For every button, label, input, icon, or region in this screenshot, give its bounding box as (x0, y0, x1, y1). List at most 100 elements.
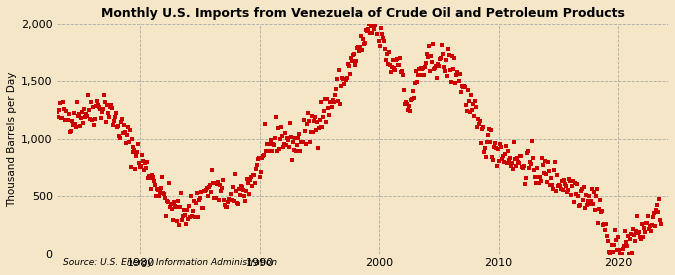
Point (559, 178, 570, 183)
Point (482, 133, 493, 137)
Point (153, 188, 164, 192)
Point (639, 226, 649, 231)
Point (103, 115, 114, 119)
Point (88, 123, 99, 128)
Point (252, 157, 263, 161)
Point (525, 160, 536, 164)
Point (570, 181, 580, 186)
Point (340, 77, 351, 81)
Point (576, 187, 587, 191)
Point (55, 116, 66, 120)
Point (516, 153, 526, 158)
Point (190, 215, 200, 219)
Point (364, 21, 375, 26)
Point (497, 154, 508, 159)
Point (53, 115, 63, 119)
Point (412, 73, 423, 77)
Point (177, 218, 188, 222)
Point (93, 105, 104, 110)
Point (418, 66, 429, 70)
Point (104, 105, 115, 110)
Point (548, 187, 559, 192)
Point (259, 152, 269, 157)
Point (380, 47, 391, 52)
Point (517, 165, 528, 169)
Point (335, 101, 346, 106)
Point (545, 183, 556, 187)
Point (490, 145, 501, 150)
Point (475, 140, 486, 145)
Point (267, 149, 277, 153)
Point (231, 189, 242, 193)
Point (236, 183, 246, 188)
Point (240, 199, 250, 203)
Point (189, 199, 200, 203)
Point (444, 68, 455, 73)
Point (97, 109, 107, 114)
Point (70, 121, 80, 126)
Point (252, 163, 263, 168)
Point (550, 160, 561, 164)
Point (204, 185, 215, 189)
Point (175, 205, 186, 210)
Point (183, 217, 194, 221)
Point (336, 84, 347, 88)
Point (76, 110, 87, 114)
Point (441, 74, 452, 78)
Point (466, 108, 477, 112)
Point (346, 56, 357, 60)
Point (256, 156, 267, 160)
Point (114, 136, 125, 141)
Point (431, 76, 442, 81)
Point (142, 160, 153, 164)
Point (655, 222, 666, 227)
Point (369, 26, 379, 31)
Point (130, 167, 141, 172)
Point (510, 157, 521, 161)
Point (254, 175, 265, 180)
Point (128, 150, 139, 154)
Point (553, 183, 564, 188)
Point (345, 72, 356, 76)
Point (172, 219, 183, 223)
Point (402, 102, 412, 107)
Point (410, 81, 421, 85)
Point (337, 76, 348, 80)
Point (643, 214, 653, 218)
Point (582, 203, 593, 207)
Point (632, 231, 643, 235)
Point (205, 183, 215, 187)
Point (614, 248, 624, 252)
Point (537, 156, 547, 160)
Point (148, 175, 159, 180)
Point (332, 77, 343, 81)
Point (470, 104, 481, 109)
Point (78, 107, 89, 111)
Point (209, 196, 219, 200)
Point (542, 180, 553, 184)
Point (121, 133, 132, 138)
Point (242, 176, 252, 181)
Point (358, 37, 369, 41)
Point (367, 31, 377, 35)
Point (122, 125, 133, 129)
Point (535, 175, 545, 179)
Point (572, 194, 583, 198)
Point (330, 93, 341, 98)
Point (616, 252, 627, 256)
Point (498, 160, 509, 164)
Point (157, 175, 168, 179)
Point (315, 125, 326, 130)
Point (399, 87, 410, 92)
Point (65, 129, 76, 133)
Point (85, 100, 96, 105)
Point (280, 143, 291, 148)
Point (87, 105, 98, 109)
Point (572, 182, 583, 186)
Point (605, 251, 616, 255)
Point (200, 188, 211, 192)
Point (82, 114, 92, 119)
Point (400, 102, 410, 106)
Point (618, 247, 628, 251)
Point (141, 166, 152, 170)
